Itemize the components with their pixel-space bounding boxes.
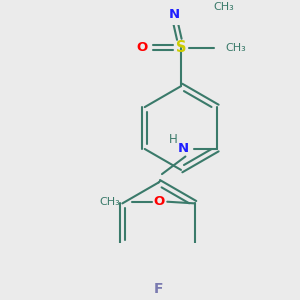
Text: S: S	[176, 40, 186, 55]
Text: F: F	[154, 282, 164, 296]
Text: N: N	[169, 8, 180, 21]
Text: N: N	[178, 142, 189, 155]
Text: CH₃: CH₃	[100, 197, 120, 207]
Text: CH₃: CH₃	[225, 43, 246, 53]
Text: H: H	[169, 133, 178, 146]
Text: O: O	[137, 41, 148, 54]
Text: CH₃: CH₃	[214, 2, 234, 13]
Text: O: O	[153, 195, 164, 208]
